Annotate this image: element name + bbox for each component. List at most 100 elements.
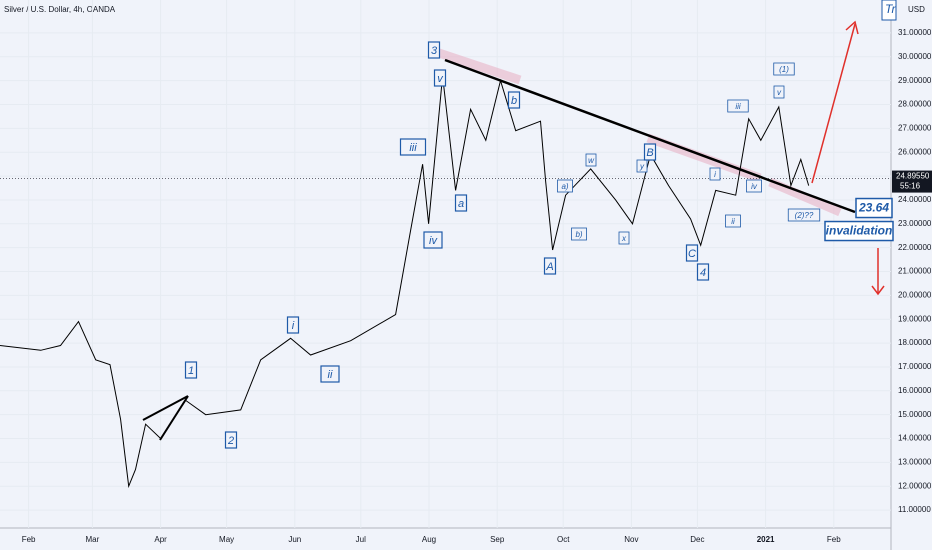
wave-label-box	[427, 41, 441, 59]
wave-label: 1	[188, 365, 194, 377]
wave-label-box	[636, 159, 648, 173]
triangle-line	[159, 395, 189, 441]
wave-label: iii	[409, 142, 417, 154]
y-tick-label: 22.00000	[898, 243, 932, 252]
y-tick-label: 28.00000	[898, 100, 932, 109]
wave-label: i	[292, 320, 295, 332]
x-tick-label: Apr	[154, 535, 167, 544]
wave-label: ii	[328, 369, 333, 381]
y-tick-label: 21.00000	[898, 267, 932, 276]
wave-label-box	[224, 431, 238, 449]
highlight	[768, 177, 842, 217]
invalidation-price-box	[855, 197, 893, 219]
last-price-label: 24.89550	[896, 172, 930, 181]
wave-label-box	[618, 231, 630, 245]
wave-label: v	[777, 88, 782, 97]
highlight	[434, 47, 522, 85]
y-tick-label: 18.00000	[898, 338, 932, 347]
x-tick-label: Oct	[557, 535, 570, 544]
invalidation-text: invalidation	[826, 224, 893, 238]
wave-label: B	[646, 147, 653, 159]
wave-label: 4	[700, 267, 706, 279]
wave-label: b	[511, 95, 517, 107]
wave-label: ii	[731, 217, 735, 226]
last-price-box	[892, 170, 932, 193]
up-arrow-head	[845, 20, 859, 35]
wave-label-box	[725, 214, 741, 228]
triangle-line	[142, 395, 189, 421]
trendline	[444, 58, 856, 214]
y-tick-label: 12.00000	[898, 481, 932, 490]
wave-label-box	[773, 85, 785, 99]
invalidation-price: 23.64	[858, 201, 889, 215]
wave-label-box	[320, 365, 340, 383]
x-tick-label: Aug	[422, 535, 436, 544]
wave-label-box	[399, 138, 427, 156]
invalidation-box	[824, 220, 894, 242]
y-tick-label: 11.00000	[898, 505, 931, 514]
x-tick-label: Feb	[22, 535, 36, 544]
wave-label-box	[423, 231, 443, 249]
wave-label: C	[688, 248, 696, 260]
wave-label-box	[585, 153, 597, 167]
wave-label: 3	[431, 45, 438, 57]
wave-label-box	[696, 263, 710, 281]
wave-label: iv	[751, 182, 758, 191]
x-tick-label: 2021	[757, 535, 775, 544]
x-tick-label: Jun	[288, 535, 301, 544]
wave-label-box	[433, 69, 447, 87]
wave-label-box	[746, 179, 762, 193]
wave-label: a	[458, 198, 464, 210]
y-tick-label: 20.00000	[898, 290, 932, 299]
y-tick-label: 30.00000	[898, 52, 932, 61]
currency: USD	[908, 5, 925, 14]
wave-label: A	[545, 261, 553, 273]
wave-label: 2	[227, 435, 234, 447]
y-tick-label: 23.00000	[898, 219, 932, 228]
y-tick-label: 29.00000	[898, 76, 932, 85]
y-tick-label: 17.00000	[898, 362, 932, 371]
wave-label: y	[639, 162, 645, 171]
wave-label-box	[727, 99, 749, 113]
wave-label: a)	[561, 182, 568, 191]
wave-label-box	[709, 167, 721, 181]
symbol-title: Silver / U.S. Dollar, 4h, OANDA	[4, 5, 116, 14]
wave-label: (1)	[779, 65, 789, 74]
x-tick-label: Sep	[490, 535, 505, 544]
x-tick-label: Nov	[624, 535, 638, 544]
x-tick-label: May	[219, 535, 234, 544]
wave-label: iii	[735, 102, 741, 111]
wave-label-box	[787, 208, 821, 222]
wave-label: (2)??	[795, 211, 814, 220]
y-tick-label: 19.00000	[898, 314, 932, 323]
wave-label-box	[557, 179, 573, 193]
wave-label: i	[714, 170, 716, 179]
corner-box	[881, 0, 897, 21]
price-line	[0, 75, 810, 489]
wave-label-box	[685, 244, 699, 262]
wave-label-box	[571, 227, 587, 241]
wave-label: iv	[429, 235, 438, 247]
y-tick-label: 14.00000	[898, 434, 932, 443]
x-tick-label: Jul	[356, 535, 366, 544]
wave-label-box	[454, 194, 468, 212]
wave-label: x	[621, 234, 627, 243]
wave-label: w	[588, 156, 595, 165]
x-tick-label: Mar	[86, 535, 100, 544]
wave-label-box	[286, 316, 300, 334]
y-tick-label: 15.00000	[898, 410, 932, 419]
wave-label-box	[543, 257, 557, 275]
wave-label: v	[437, 73, 444, 85]
wave-label-box	[643, 143, 657, 161]
wave-label-box	[507, 91, 521, 109]
corner-label: Tr	[885, 2, 896, 16]
down-arrow-head	[871, 285, 885, 296]
y-tick-label: 27.00000	[898, 123, 932, 132]
countdown: 55:16	[900, 182, 921, 191]
highlight	[646, 133, 762, 183]
y-tick-label: 24.00000	[898, 195, 932, 204]
up-arrow	[811, 23, 856, 184]
wave-label: b)	[575, 230, 582, 239]
